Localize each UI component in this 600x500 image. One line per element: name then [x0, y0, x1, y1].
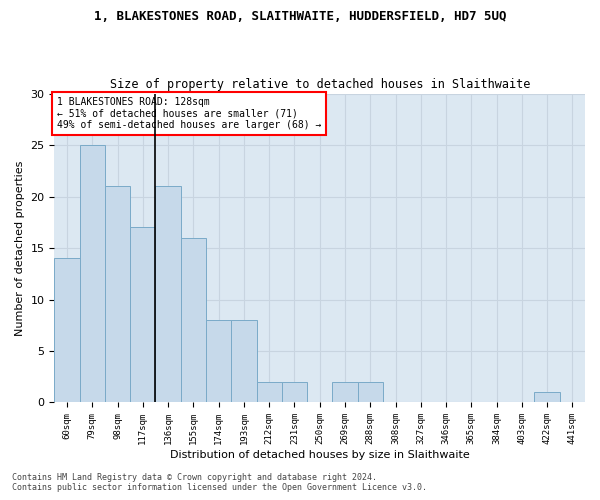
Bar: [130, 228, 155, 402]
Bar: [105, 186, 130, 402]
Text: Contains HM Land Registry data © Crown copyright and database right 2024.
Contai: Contains HM Land Registry data © Crown c…: [12, 473, 427, 492]
Bar: [231, 320, 257, 402]
Bar: [55, 258, 80, 402]
Bar: [358, 382, 383, 402]
Bar: [257, 382, 282, 402]
Title: Size of property relative to detached houses in Slaithwaite: Size of property relative to detached ho…: [110, 78, 530, 91]
Text: 1 BLAKESTONES ROAD: 128sqm
← 51% of detached houses are smaller (71)
49% of semi: 1 BLAKESTONES ROAD: 128sqm ← 51% of deta…: [57, 96, 322, 130]
Bar: [80, 145, 105, 403]
Bar: [332, 382, 358, 402]
Bar: [181, 238, 206, 402]
Bar: [535, 392, 560, 402]
X-axis label: Distribution of detached houses by size in Slaithwaite: Distribution of detached houses by size …: [170, 450, 470, 460]
Y-axis label: Number of detached properties: Number of detached properties: [15, 160, 25, 336]
Bar: [282, 382, 307, 402]
Bar: [206, 320, 231, 402]
Bar: [155, 186, 181, 402]
Text: 1, BLAKESTONES ROAD, SLAITHWAITE, HUDDERSFIELD, HD7 5UQ: 1, BLAKESTONES ROAD, SLAITHWAITE, HUDDER…: [94, 10, 506, 23]
